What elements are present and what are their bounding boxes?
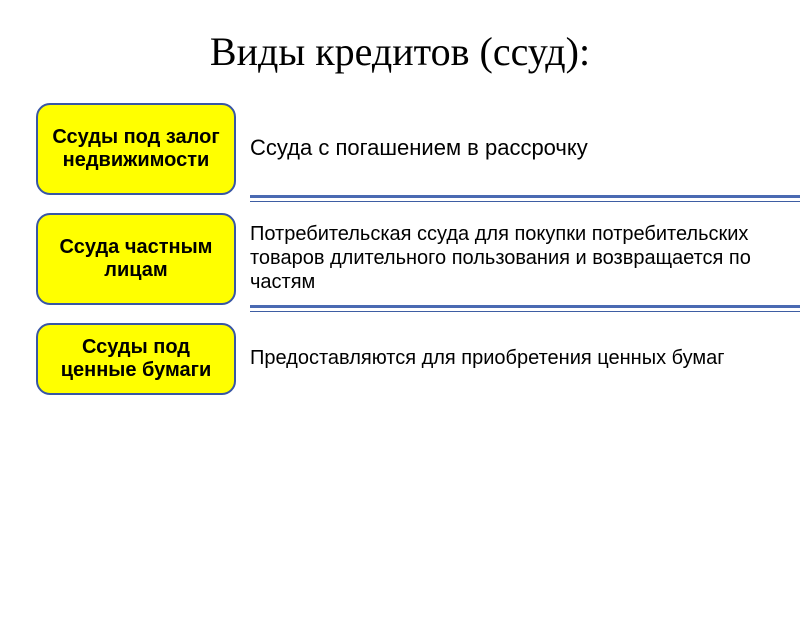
underline-outer	[250, 305, 800, 308]
underline-inner	[250, 201, 800, 202]
rows-container: Ссуды под залог недвижимости Ссуда с пог…	[0, 103, 800, 395]
desc-wrap-personal: Потребительская ссуда для покупки потреб…	[250, 213, 764, 305]
card-personal: Ссуда частным лицам	[36, 213, 236, 305]
desc-wrap-mortgage: Ссуда с погашением в рассрочку	[250, 103, 764, 195]
page-title: Виды кредитов (ссуд):	[0, 28, 800, 75]
desc-personal: Потребительская ссуда для покупки потреб…	[250, 222, 764, 296]
desc-wrap-securities: Предоставляются для приобретения ценных …	[250, 323, 764, 395]
underline-inner	[250, 311, 800, 312]
card-mortgage: Ссуды под залог недвижимости	[36, 103, 236, 195]
row-personal: Ссуда частным лицам Потребительская ссуд…	[36, 213, 764, 305]
desc-securities: Предоставляются для приобретения ценных …	[250, 346, 764, 372]
card-securities: Ссуды под ценные бумаги	[36, 323, 236, 395]
underline-outer	[250, 195, 800, 198]
row-securities: Ссуды под ценные бумаги Предоставляются …	[36, 323, 764, 395]
desc-mortgage: Ссуда с погашением в рассрочку	[250, 135, 764, 163]
row-mortgage: Ссуды под залог недвижимости Ссуда с пог…	[36, 103, 764, 195]
